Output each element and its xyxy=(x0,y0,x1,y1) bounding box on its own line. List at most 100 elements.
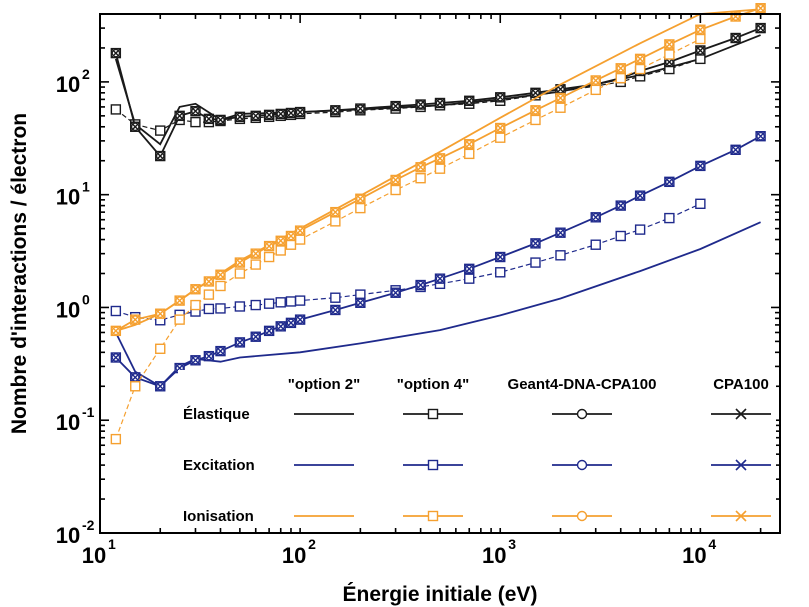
data-point xyxy=(296,108,305,117)
y-tick-exponent: -1 xyxy=(82,404,95,420)
data-point xyxy=(296,315,305,324)
data-point xyxy=(216,304,225,313)
data-point xyxy=(204,352,213,361)
data-point xyxy=(416,100,425,109)
data-point xyxy=(331,208,340,217)
series-line xyxy=(116,35,761,144)
data-point xyxy=(175,111,184,120)
y-tick-exponent: 0 xyxy=(82,291,90,307)
data-point xyxy=(436,98,445,107)
data-point xyxy=(191,285,200,294)
legend-column-header: CPA100 xyxy=(713,376,769,393)
data-point xyxy=(251,111,260,120)
data-point xyxy=(591,76,600,85)
data-point xyxy=(156,152,165,161)
data-point xyxy=(356,104,365,113)
data-point xyxy=(286,232,295,241)
data-point xyxy=(356,194,365,203)
data-point xyxy=(216,270,225,279)
data-point xyxy=(216,281,225,290)
data-point xyxy=(665,214,674,223)
data-point xyxy=(465,96,474,105)
x-axis-label: Énergie initiale (eV) xyxy=(343,583,538,606)
data-point xyxy=(331,106,340,115)
data-point xyxy=(111,49,120,58)
data-point xyxy=(616,232,625,241)
data-point xyxy=(204,304,213,313)
data-point xyxy=(416,174,425,183)
y-tick-exponent: 2 xyxy=(82,66,90,82)
data-point xyxy=(131,122,140,131)
data-point xyxy=(465,264,474,273)
x-tick-label: 10 xyxy=(682,543,706,568)
data-point xyxy=(556,228,565,237)
data-point xyxy=(591,240,600,249)
data-point xyxy=(696,161,705,170)
data-point xyxy=(616,201,625,210)
data-point xyxy=(331,293,340,302)
data-point xyxy=(204,277,213,286)
data-point xyxy=(391,288,400,297)
data-point xyxy=(665,177,674,186)
data-point xyxy=(156,309,165,318)
legend: "option 2" "option 4" Geant4-DNA-CPA100 CPA… xyxy=(178,370,776,528)
series-line xyxy=(116,204,701,320)
data-point xyxy=(496,124,505,133)
data-point xyxy=(156,126,165,135)
data-point xyxy=(696,199,705,208)
data-point xyxy=(265,326,274,335)
data-point xyxy=(756,4,765,13)
data-point xyxy=(696,25,705,34)
series-elastique-option2 xyxy=(116,35,761,144)
data-point xyxy=(465,149,474,158)
data-point xyxy=(616,64,625,73)
data-point xyxy=(636,65,645,74)
data-point xyxy=(556,251,565,260)
data-point xyxy=(204,290,213,299)
data-point xyxy=(665,50,674,59)
data-point xyxy=(756,132,765,141)
data-point xyxy=(496,93,505,102)
data-point xyxy=(531,239,540,248)
data-point xyxy=(356,204,365,213)
data-point xyxy=(591,213,600,222)
data-point xyxy=(235,258,244,267)
data-point xyxy=(556,103,565,112)
data-point xyxy=(191,356,200,365)
data-point xyxy=(696,35,705,44)
data-point xyxy=(331,217,340,226)
data-point xyxy=(131,373,140,382)
data-point xyxy=(286,108,295,117)
data-point xyxy=(731,145,740,154)
data-point xyxy=(111,307,120,316)
legend-background xyxy=(178,370,776,528)
data-point xyxy=(296,226,305,235)
data-point xyxy=(276,298,285,307)
data-point xyxy=(391,186,400,195)
data-point xyxy=(191,301,200,310)
data-point xyxy=(216,347,225,356)
data-point xyxy=(265,253,274,262)
data-point xyxy=(265,110,274,119)
data-point xyxy=(251,260,260,269)
data-point xyxy=(204,114,213,123)
data-point xyxy=(251,301,260,310)
legend-column-header: Geant4-DNA-CPA100 xyxy=(508,376,657,393)
data-point xyxy=(191,107,200,116)
data-point xyxy=(235,112,244,121)
data-point xyxy=(276,322,285,331)
data-point xyxy=(286,318,295,327)
data-point xyxy=(531,115,540,124)
data-point xyxy=(111,326,120,335)
legend-row-label: Ionisation xyxy=(183,508,254,525)
legend-row-label: Élastique xyxy=(183,406,250,423)
data-point xyxy=(436,154,445,163)
data-point xyxy=(111,435,120,444)
data-point xyxy=(131,382,140,391)
data-point xyxy=(556,93,565,102)
data-point xyxy=(391,175,400,184)
data-point xyxy=(175,296,184,305)
x-tick-exponent: 3 xyxy=(508,536,516,552)
y-tick-label: 10 xyxy=(56,72,80,97)
